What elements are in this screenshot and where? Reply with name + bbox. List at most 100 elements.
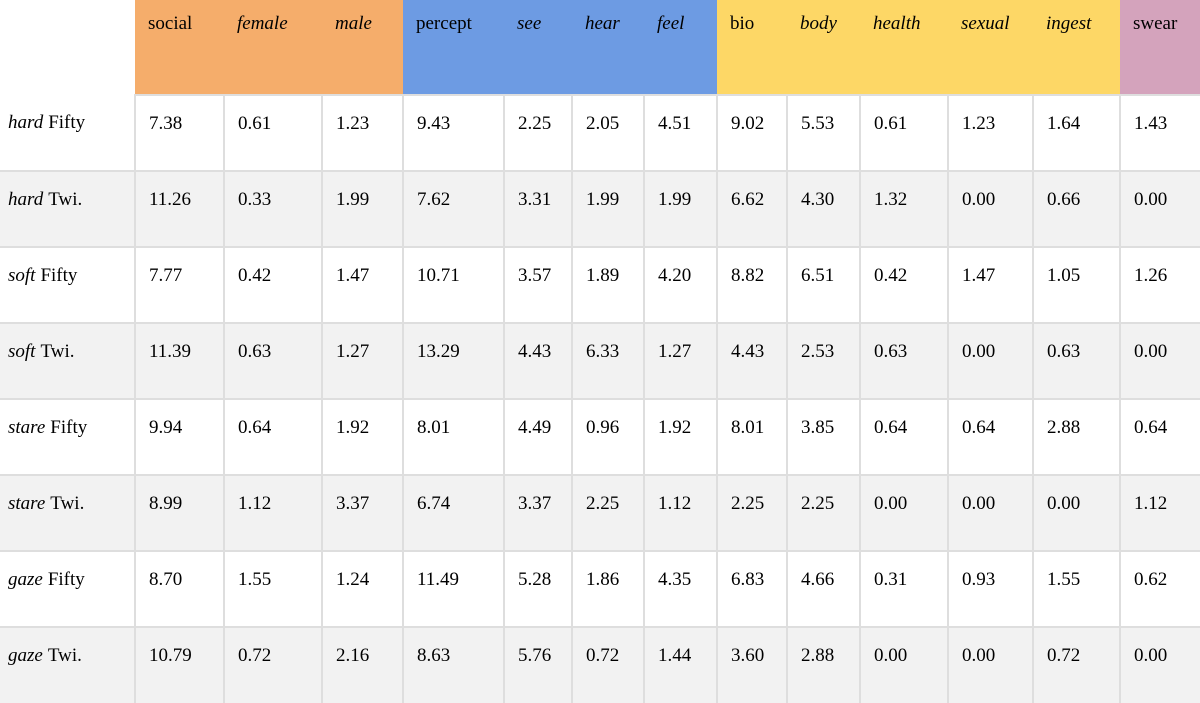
data-cell: 11.49 [402,550,505,628]
data-cell: 8.70 [134,550,225,628]
data-cell: 8.99 [134,474,225,552]
data-cell: 4.51 [643,94,718,172]
row-label-condition: gaze [8,645,43,666]
data-cell: 1.86 [571,550,645,628]
data-cell: 5.28 [503,550,573,628]
data-cell: 0.00 [1119,626,1200,703]
row-label-condition: gaze [8,569,43,590]
column-header-ingest: ingest [1033,0,1120,95]
column-header-hear: hear [572,0,644,95]
row-label-condition: stare [8,493,46,514]
data-cell: 6.62 [716,170,788,248]
column-header-bio: bio [717,0,787,95]
data-cell: 0.63 [1032,322,1121,400]
data-cell: 8.63 [402,626,505,703]
data-cell: 10.71 [402,246,505,324]
table-row-soft-Twi: soft Twi. 11.39 0.63 1.27 13.29 4.43 6.33 1.27 4.… [0,322,1200,400]
data-cell: 0.42 [223,246,323,324]
row-label-source: Fifty [47,569,85,590]
row-label-source: Twi. [47,645,82,666]
data-cell: 0.72 [223,626,323,703]
row-label-condition: hard [8,189,44,210]
data-cell: 1.99 [321,170,404,248]
data-cell: 0.61 [859,94,949,172]
data-cell: 9.94 [134,398,225,476]
column-header-health: health [860,0,948,95]
data-cell: 0.72 [1032,626,1121,703]
data-cell: 0.63 [859,322,949,400]
data-cell: 3.60 [716,626,788,703]
data-cell: 0.00 [947,474,1034,552]
data-cell: 0.33 [223,170,323,248]
data-cell: 1.27 [321,322,404,400]
data-cell: 0.96 [571,398,645,476]
data-cell: 3.57 [503,246,573,324]
row-label: hard Fifty [0,95,136,172]
data-cell: 1.99 [643,170,718,248]
data-cell: 10.79 [134,626,225,703]
column-header-male: male [322,0,403,95]
data-cell: 1.47 [947,246,1034,324]
table-header: social female male percept see hear feel bio bod… [0,0,1200,95]
data-cell: 1.24 [321,550,404,628]
data-cell: 3.37 [321,474,404,552]
data-cell: 0.00 [859,474,949,552]
data-cell: 4.49 [503,398,573,476]
data-cell: 4.30 [786,170,861,248]
table-body: hard Fifty 7.38 0.61 1.23 9.43 2.25 2.05 4.51 9.0… [0,94,1200,703]
data-cell: 0.42 [859,246,949,324]
data-cell: 0.63 [223,322,323,400]
row-label-source: Fifty [40,265,78,286]
data-cell: 1.12 [643,474,718,552]
data-cell: 4.20 [643,246,718,324]
table-row-stare-Fifty: stare Fifty 9.94 0.64 1.92 8.01 4.49 0.96 1.92 8.… [0,398,1200,476]
data-cell: 4.35 [643,550,718,628]
data-cell: 0.00 [947,322,1034,400]
data-cell: 7.77 [134,246,225,324]
row-label: soft Twi. [0,322,136,400]
row-label-source: Twi. [50,493,85,514]
data-cell: 2.88 [786,626,861,703]
data-cell: 1.99 [571,170,645,248]
data-cell: 2.25 [716,474,788,552]
row-label-condition: soft [8,265,36,286]
data-cell: 0.62 [1119,550,1200,628]
data-cell: 1.55 [223,550,323,628]
data-cell: 1.92 [321,398,404,476]
data-cell: 7.38 [134,94,225,172]
data-cell: 0.66 [1032,170,1121,248]
data-cell: 0.00 [1032,474,1121,552]
data-cell: 9.43 [402,94,505,172]
data-cell: 4.43 [716,322,788,400]
data-cell: 6.51 [786,246,861,324]
data-cell: 1.12 [1119,474,1200,552]
row-label: gaze Twi. [0,626,136,703]
data-cell: 5.76 [503,626,573,703]
data-cell: 0.64 [1119,398,1200,476]
data-cell: 0.64 [947,398,1034,476]
data-cell: 1.23 [947,94,1034,172]
table-row-stare-Twi: stare Twi. 8.99 1.12 3.37 6.74 3.37 2.25 1.12 2.2… [0,474,1200,552]
row-label: gaze Fifty [0,550,136,628]
data-cell: 1.43 [1119,94,1200,172]
row-label: soft Fifty [0,246,136,324]
data-cell: 1.26 [1119,246,1200,324]
data-cell: 1.12 [223,474,323,552]
data-cell: 11.39 [134,322,225,400]
header-row: social female male percept see hear feel bio bod… [0,0,1200,95]
table-row-gaze-Twi: gaze Twi. 10.79 0.72 2.16 8.63 5.76 0.72 1.44 3.6… [0,626,1200,703]
row-label-source: Fifty [50,417,88,438]
row-label-source: Twi. [40,341,75,362]
column-header-female: female [224,0,322,95]
data-cell: 0.64 [223,398,323,476]
table-row-soft-Fifty: soft Fifty 7.77 0.42 1.47 10.71 3.57 1.89 4.20 8.… [0,246,1200,324]
data-cell: 8.82 [716,246,788,324]
data-cell: 1.44 [643,626,718,703]
data-cell: 1.05 [1032,246,1121,324]
row-label: stare Fifty [0,398,136,476]
column-header-social: social [135,0,224,95]
data-cell: 0.00 [859,626,949,703]
data-cell: 11.26 [134,170,225,248]
